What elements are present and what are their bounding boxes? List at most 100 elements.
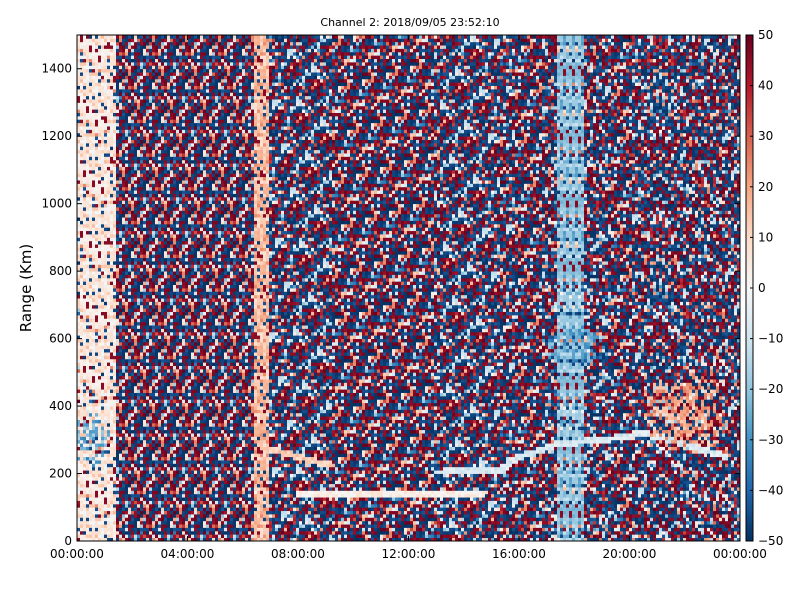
- heatmap-cell: [77, 497, 80, 501]
- heatmap-cell: [161, 133, 164, 137]
- heatmap-cell: [107, 258, 110, 262]
- heatmap-cell: [104, 436, 107, 440]
- heatmap-cell: [113, 281, 116, 285]
- heatmap-cell: [173, 409, 176, 413]
- heatmap-cell: [140, 450, 143, 454]
- heatmap-cell: [80, 207, 83, 211]
- heatmap-cell: [158, 45, 161, 49]
- heatmap-cell: [122, 379, 125, 383]
- heatmap-cell: [92, 190, 95, 194]
- heatmap-cell: [92, 59, 95, 63]
- heatmap-cell: [143, 82, 146, 86]
- heatmap-cell: [89, 126, 92, 130]
- heatmap-cell: [80, 197, 83, 201]
- heatmap-cell: [161, 123, 164, 127]
- heatmap-cell: [140, 207, 143, 211]
- heatmap-cell: [86, 275, 89, 279]
- heatmap-cell: [101, 308, 104, 312]
- heatmap-cell: [110, 237, 113, 241]
- heatmap-cell: [149, 180, 152, 184]
- heatmap-cell: [107, 487, 110, 491]
- heatmap-cell: [113, 207, 116, 211]
- heatmap-cell: [119, 96, 122, 100]
- heatmap-cell: [116, 177, 119, 181]
- heatmap-cell: [146, 406, 149, 410]
- heatmap-cell: [101, 55, 104, 59]
- heatmap-cell: [131, 436, 134, 440]
- heatmap-cell: [98, 113, 101, 117]
- heatmap-cell: [131, 163, 134, 167]
- heatmap-cell: [143, 133, 146, 137]
- heatmap-cell: [110, 241, 113, 245]
- heatmap-cell: [77, 254, 80, 258]
- heatmap-cell: [92, 227, 95, 231]
- heatmap-cell: [152, 467, 155, 471]
- heatmap-cell: [128, 386, 131, 390]
- heatmap-cell: [77, 278, 80, 282]
- heatmap-cell: [143, 494, 146, 498]
- heatmap-cell: [92, 241, 95, 245]
- heatmap-cell: [152, 89, 155, 93]
- heatmap-cell: [125, 237, 128, 241]
- heatmap-cell: [119, 389, 122, 393]
- heatmap-cell: [83, 146, 86, 150]
- heatmap-cell: [143, 436, 146, 440]
- heatmap-cell: [158, 305, 161, 309]
- heatmap-cell: [86, 109, 89, 113]
- heatmap-cell: [89, 268, 92, 272]
- heatmap-cell: [89, 474, 92, 478]
- heatmap-cell: [86, 237, 89, 241]
- heatmap-cell: [137, 349, 140, 353]
- heatmap-cell: [104, 217, 107, 221]
- heatmap-cell: [77, 426, 80, 430]
- heatmap-cell: [83, 501, 86, 505]
- heatmap-cell: [149, 511, 152, 515]
- heatmap-cell: [125, 507, 128, 511]
- heatmap-cell: [83, 470, 86, 474]
- heatmap-cell: [77, 59, 80, 63]
- heatmap-cell: [107, 92, 110, 96]
- heatmap-cell: [104, 362, 107, 366]
- heatmap-cell: [122, 352, 125, 356]
- heatmap-cell: [146, 433, 149, 437]
- heatmap-cell: [173, 339, 176, 343]
- heatmap-cell: [119, 113, 122, 117]
- heatmap-cell: [113, 393, 116, 397]
- heatmap-cell: [116, 453, 119, 457]
- heatmap-cell: [146, 62, 149, 66]
- heatmap-cell: [92, 393, 95, 397]
- heatmap-cell: [140, 210, 143, 214]
- heatmap-cell: [167, 426, 170, 430]
- heatmap-cell: [110, 528, 113, 532]
- heatmap-cell: [164, 342, 167, 346]
- heatmap-cell: [134, 322, 137, 326]
- heatmap-cell: [146, 231, 149, 235]
- heatmap-cell: [104, 75, 107, 79]
- heatmap-cell: [164, 187, 167, 191]
- heatmap-cell: [143, 109, 146, 113]
- heatmap-cell: [164, 345, 167, 349]
- heatmap-cell: [155, 484, 158, 488]
- heatmap-cell: [137, 430, 140, 434]
- heatmap-cell: [155, 214, 158, 218]
- heatmap-cell: [161, 200, 164, 204]
- heatmap-cell: [122, 359, 125, 363]
- heatmap-cell: [155, 275, 158, 279]
- heatmap-cell: [143, 59, 146, 63]
- heatmap-cell: [101, 416, 104, 420]
- heatmap-cell: [134, 440, 137, 444]
- heatmap-cell: [125, 163, 128, 167]
- heatmap-cell: [80, 96, 83, 100]
- heatmap-cell: [80, 42, 83, 46]
- heatmap-cell: [161, 227, 164, 231]
- heatmap-cell: [170, 136, 173, 140]
- heatmap-cell: [155, 119, 158, 123]
- heatmap-cell: [173, 126, 176, 130]
- heatmap-cell: [140, 194, 143, 198]
- heatmap-cell: [89, 75, 92, 79]
- heatmap-cell: [137, 416, 140, 420]
- heatmap-cell: [143, 426, 146, 430]
- heatmap-cell: [152, 406, 155, 410]
- heatmap-cell: [80, 190, 83, 194]
- heatmap-cell: [158, 339, 161, 343]
